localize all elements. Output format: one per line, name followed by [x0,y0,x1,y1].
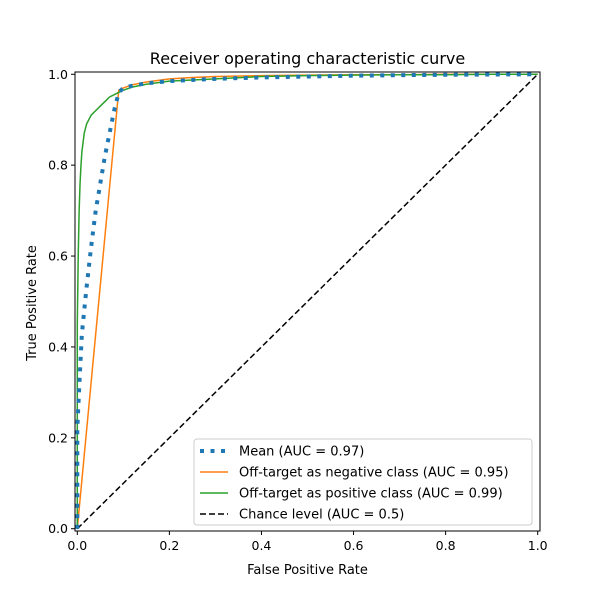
x-axis-ticks: 0.0 0.2 0.4 0.6 0.8 1.0 [67,531,548,553]
x-tick-label: 0.2 [159,538,179,553]
legend-box [193,438,533,526]
y-tick-label: 1.0 [48,67,68,82]
x-tick-label: 0.6 [344,538,364,553]
x-tick-label: 1.0 [528,538,548,553]
legend-entry-label: Off-target as negative class (AUC = 0.95… [239,466,509,481]
series-layer [75,72,539,530]
chart-title: Receiver operating characteristic curve [150,49,465,68]
x-tick-label: 0.8 [436,538,456,553]
series-line-0 [75,72,538,529]
y-tick-label: 0.6 [48,249,68,264]
legend: Mean (AUC = 0.97) Off-target as negative … [193,438,533,526]
axes-frame [74,71,541,532]
y-axis-ticks: 0.0 0.2 0.4 0.6 0.8 1.0 [48,67,75,536]
x-axis-label: False Positive Rate [247,563,368,578]
y-tick-label: 0.0 [48,521,68,536]
legend-entry-label: Chance level (AUC = 0.5) [239,508,404,523]
legend-entry-label: Off-target as positive class (AUC = 0.99… [239,487,503,502]
x-tick-label: 0.4 [252,538,272,553]
y-tick-label: 0.8 [48,158,68,173]
x-tick-label: 0.0 [67,538,87,553]
y-tick-label: 0.4 [48,339,68,354]
y-axis-label: True Positive Rate [25,245,40,362]
legend-entry-label: Mean (AUC = 0.97) [239,445,364,460]
y-tick-label: 0.2 [48,430,68,445]
